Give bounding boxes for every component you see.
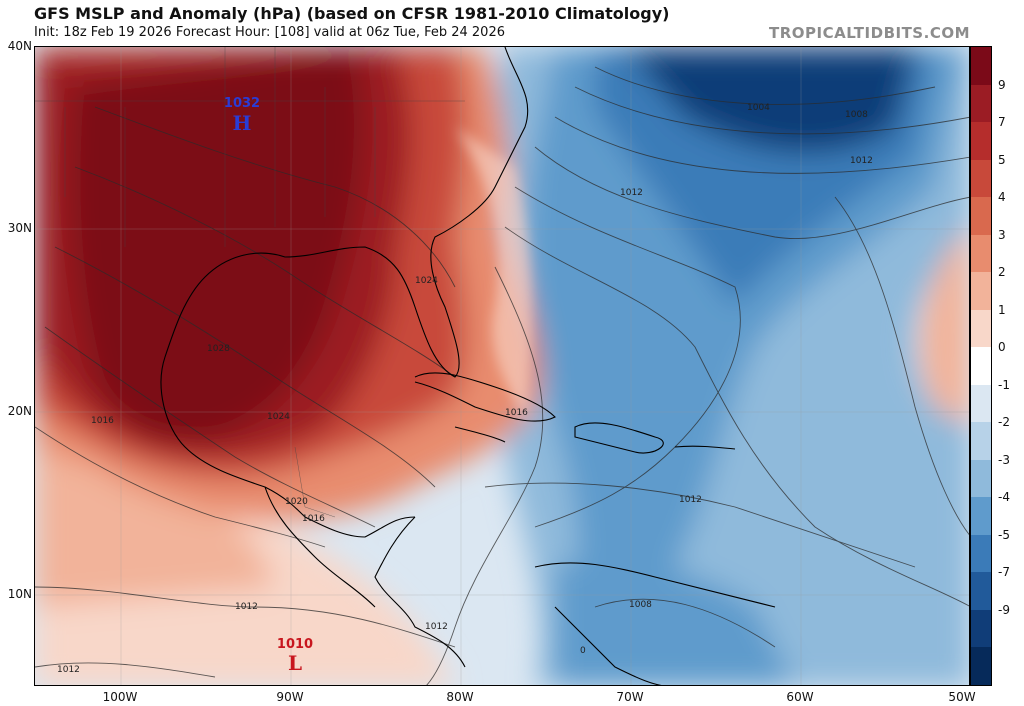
isobar-lines [35, 66, 969, 685]
colorbar-label: 5 [998, 152, 1006, 167]
lat-label: 10N [7, 587, 32, 601]
map-plot-area: 1004 1008 1012 1012 1024 1028 1024 1016 … [34, 46, 970, 686]
coastlines [160, 47, 776, 685]
colorbar-label: -1 [998, 377, 1010, 392]
colorbar-label: 7 [998, 115, 1006, 130]
lon-label: 50W [948, 690, 976, 704]
colorbar-label: -9 [998, 602, 1010, 617]
contour-label: 1016 [302, 514, 325, 524]
contour-label: 0 [580, 646, 586, 656]
colorbar-segment [971, 497, 991, 536]
contour-label: 1012 [235, 602, 258, 612]
colorbar-label: -7 [998, 565, 1010, 580]
colorbar-label: 0 [998, 340, 1006, 355]
colorbar-label: 1 [998, 302, 1006, 317]
low-pressure-value: 1010 [276, 637, 314, 652]
contour-label: 1004 [747, 103, 770, 113]
contour-label: 1028 [207, 344, 230, 354]
contour-label: 1012 [425, 622, 448, 632]
lon-label: 100W [102, 690, 138, 704]
colorbar-segment [971, 309, 991, 348]
colorbar-segment [971, 197, 991, 236]
low-pressure-symbol: L [287, 651, 303, 675]
colorbar-segment [971, 347, 991, 386]
colorbar-segment [971, 647, 991, 686]
contour-label: 1016 [505, 408, 528, 418]
colorbar-segment [971, 47, 991, 86]
contour-label: 1012 [850, 156, 873, 166]
colorbar-segment [971, 422, 991, 461]
forecast-info: Init: 18z Feb 19 2026 Forecast Hour: [10… [34, 25, 505, 40]
contour-label: 1020 [285, 497, 308, 507]
colorbar-label: 4 [998, 190, 1006, 205]
colorbar-segment [971, 534, 991, 573]
colorbar-label: 3 [998, 227, 1006, 242]
anomaly-map: 1004 1008 1012 1012 1024 1028 1024 1016 … [35, 47, 969, 685]
anomaly-colorbar [970, 46, 992, 686]
colorbar-label: -4 [998, 490, 1010, 505]
state-borders [35, 47, 465, 518]
chart-title: GFS MSLP and Anomaly (hPa) (based on CFS… [34, 4, 670, 23]
lat-label: 20N [7, 404, 32, 418]
colorbar-label: 9 [998, 77, 1006, 92]
lat-label: 40N [7, 39, 32, 53]
colorbar-label: -3 [998, 452, 1010, 467]
contour-label: 1012 [57, 665, 80, 675]
lon-label: 80W [446, 690, 474, 704]
colorbar-segment [971, 572, 991, 611]
contour-labels: 1004 1008 1012 1012 1024 1028 1024 1016 … [57, 103, 873, 675]
contour-label: 1024 [415, 276, 438, 286]
colorbar-segment [971, 272, 991, 311]
contour-label: 1008 [845, 110, 868, 120]
colorbar-segment [971, 384, 991, 423]
lat-label: 30N [7, 221, 32, 235]
colorbar-segment [971, 609, 991, 648]
contour-label: 1024 [267, 412, 290, 422]
colorbar-segment [971, 159, 991, 198]
lon-label: 90W [276, 690, 304, 704]
colorbar-segment [971, 84, 991, 123]
high-pressure-symbol: H [232, 111, 252, 135]
site-watermark[interactable]: TROPICALTIDBITS.COM [769, 24, 970, 42]
colorbar-label: -2 [998, 415, 1010, 430]
lon-label: 70W [616, 690, 644, 704]
colorbar-segment [971, 459, 991, 498]
colorbar-segment [971, 122, 991, 161]
colorbar-segment [971, 234, 991, 273]
colorbar-label: 2 [998, 265, 1006, 280]
contour-label: 1012 [679, 495, 702, 505]
lon-label: 60W [786, 690, 814, 704]
high-pressure-value: 1032 [223, 96, 261, 111]
contour-label: 1012 [620, 188, 643, 198]
contour-label: 1008 [629, 600, 652, 610]
contour-label: 1016 [91, 416, 114, 426]
colorbar-label: -5 [998, 527, 1010, 542]
